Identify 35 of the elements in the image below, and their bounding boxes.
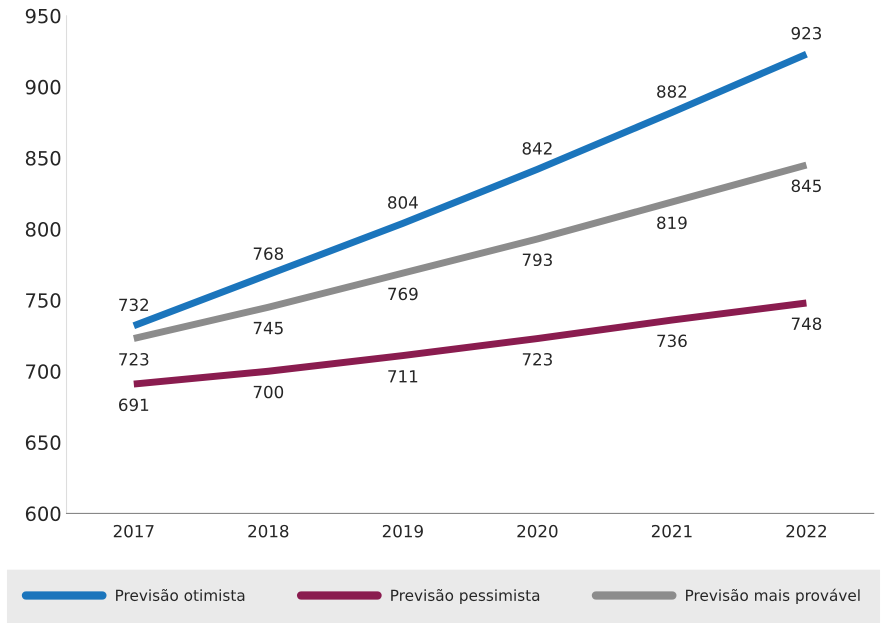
data-label: 736 bbox=[657, 334, 687, 348]
data-label: 768 bbox=[254, 247, 284, 260]
y-tick-label: 600 bbox=[26, 506, 60, 522]
y-tick-label: 950 bbox=[26, 8, 60, 24]
legend-label: Previsão mais provável bbox=[686, 588, 860, 604]
data-label: 793 bbox=[522, 253, 552, 266]
legend-label: Previsão pessimista bbox=[391, 588, 540, 604]
y-tick-label: 700 bbox=[26, 364, 60, 379]
data-label: 723 bbox=[522, 352, 552, 366]
data-label: 700 bbox=[254, 386, 284, 398]
data-label: 819 bbox=[657, 216, 687, 230]
data-label: 845 bbox=[792, 180, 821, 192]
y-tick-label: 850 bbox=[26, 150, 60, 166]
data-label: 842 bbox=[522, 142, 552, 155]
data-label: 923 bbox=[792, 26, 821, 40]
x-tick-label: 2019 bbox=[382, 524, 423, 538]
x-tick-label: 2022 bbox=[786, 524, 826, 538]
data-label: 769 bbox=[388, 288, 418, 300]
y-tick-label: 650 bbox=[26, 435, 60, 450]
data-label: 882 bbox=[657, 85, 686, 98]
data-label: 748 bbox=[792, 317, 822, 330]
data-label: 732 bbox=[119, 298, 148, 312]
x-tick-label: 2020 bbox=[517, 524, 558, 538]
data-label: 711 bbox=[388, 370, 418, 382]
data-label: 804 bbox=[388, 196, 418, 209]
x-tick-label: 2021 bbox=[652, 524, 692, 538]
legend-label: Previsão otimista bbox=[116, 588, 244, 602]
data-label: 745 bbox=[254, 322, 283, 334]
y-tick-label: 750 bbox=[26, 293, 60, 308]
y-tick-label: 900 bbox=[26, 80, 60, 95]
x-tick-label: 2018 bbox=[248, 524, 288, 538]
y-tick-label: 800 bbox=[26, 222, 60, 237]
data-label: 691 bbox=[119, 398, 148, 412]
data-label: 723 bbox=[119, 352, 148, 366]
x-tick-label: 2017 bbox=[114, 524, 154, 538]
